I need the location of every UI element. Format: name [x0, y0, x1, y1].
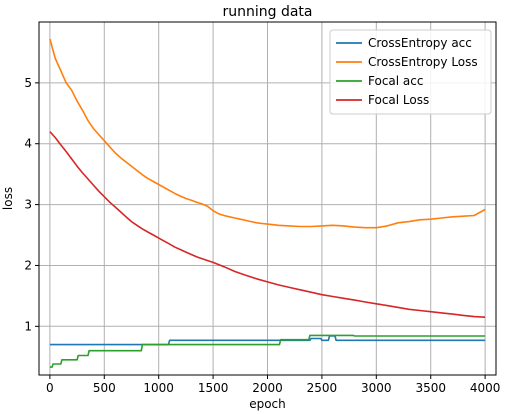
series-line-focal-loss: [49, 131, 486, 318]
series-line-crossentropy-loss: [49, 38, 486, 229]
series-lines: [49, 38, 486, 368]
series-line-crossentropy-acc: [49, 335, 486, 346]
x-tick-label: 500: [93, 381, 116, 395]
y-tick-label: 1: [24, 319, 32, 333]
y-axis-label: loss: [1, 187, 15, 210]
x-axis-label: epoch: [249, 397, 286, 411]
x-tick-label: 2500: [307, 381, 338, 395]
x-tick-label: 1500: [198, 381, 229, 395]
legend: CrossEntropy acc CrossEntropy Loss Focal a…: [329, 29, 492, 115]
series-line-focal-acc: [49, 334, 486, 368]
chart-title: running data: [222, 4, 312, 20]
x-tick-label: 0: [46, 381, 54, 395]
y-tick-label: 3: [24, 198, 32, 212]
x-tick-label: 2000: [252, 381, 283, 395]
y-tick-label: 5: [24, 76, 32, 90]
legend-entry-label: CrossEntropy acc: [368, 36, 472, 50]
legend-entry-label: Focal acc: [368, 74, 423, 88]
x-tick-label: 1000: [143, 381, 174, 395]
y-axis-ticks: 1 2 3 4 5: [24, 76, 39, 333]
x-axis-ticks: 0 500 1000 1500 2000 2500 3000 3500 4000: [46, 375, 500, 395]
legend-box: [329, 29, 492, 115]
x-tick-label: 4000: [470, 381, 501, 395]
y-tick-label: 2: [24, 258, 32, 272]
x-tick-label: 3500: [415, 381, 446, 395]
x-tick-label: 3000: [361, 381, 392, 395]
legend-entry-label: CrossEntropy Loss: [368, 55, 478, 69]
y-tick-label: 4: [24, 137, 32, 151]
legend-entry-label: Focal Loss: [368, 93, 429, 107]
